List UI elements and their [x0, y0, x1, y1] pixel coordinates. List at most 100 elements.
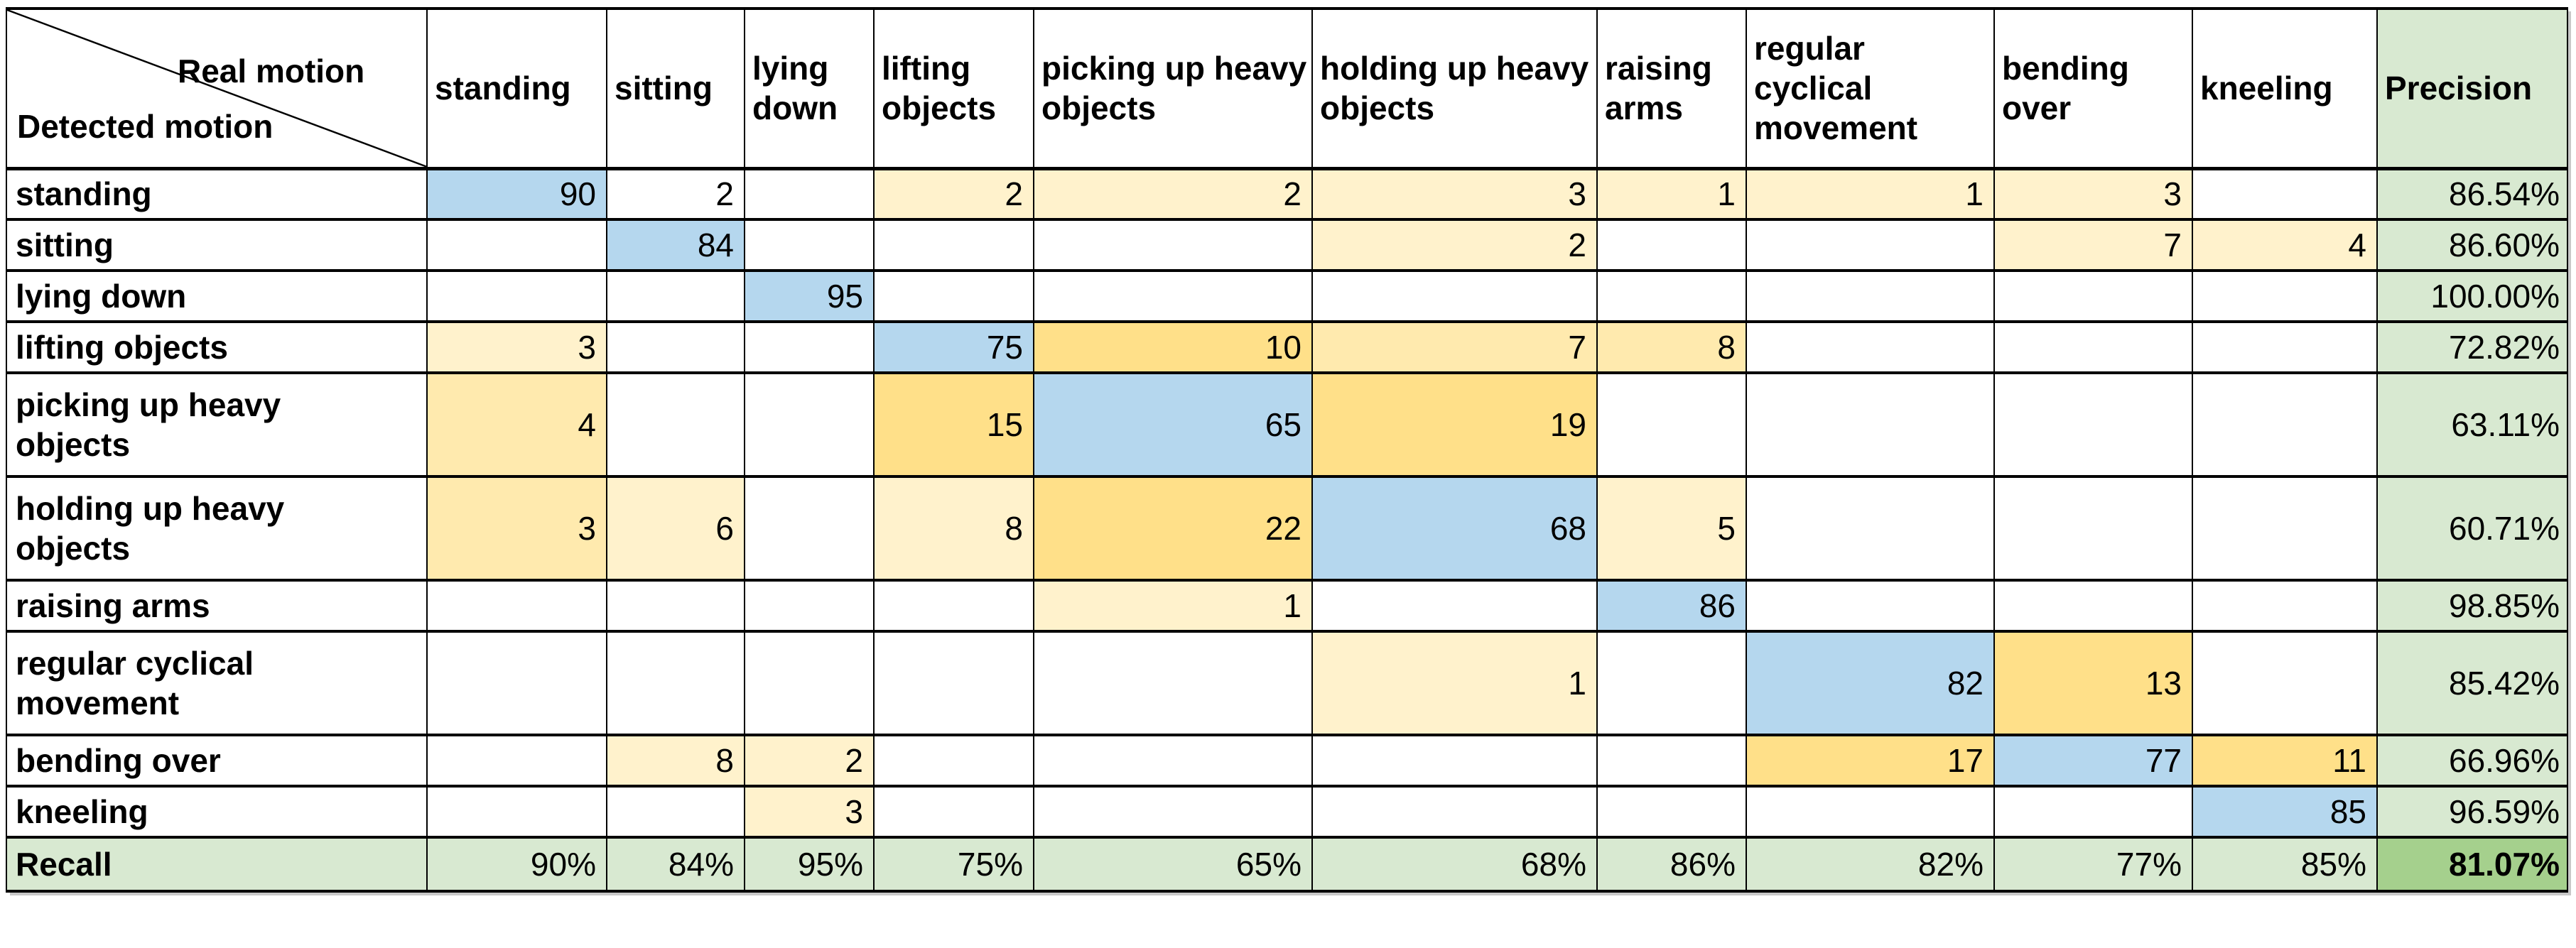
matrix-cell: 4: [426, 371, 607, 478]
matrix-cell: [1596, 218, 1747, 272]
matrix-cell: [744, 167, 875, 221]
matrix-cell: 8: [1596, 320, 1747, 374]
matrix-cell: [1033, 630, 1313, 736]
matrix-cell: 10: [1033, 320, 1313, 374]
matrix-cell: [2192, 269, 2378, 323]
matrix-cell: [426, 579, 607, 633]
column-header: sitting: [606, 7, 745, 170]
matrix-cell: 3: [1993, 167, 2193, 221]
matrix-cell: [1311, 269, 1598, 323]
matrix-cell: 7: [1311, 320, 1598, 374]
matrix-cell: 2: [1311, 218, 1598, 272]
recall-cell: 84%: [606, 836, 745, 893]
matrix-cell: 15: [873, 371, 1034, 478]
matrix-cell: [1033, 785, 1313, 839]
matrix-cell: [744, 320, 875, 374]
matrix-cell: 17: [1746, 734, 1995, 788]
matrix-cell: [606, 320, 745, 374]
matrix-cell: 3: [426, 475, 607, 582]
matrix-cell: [606, 785, 745, 839]
matrix-cell: [426, 785, 607, 839]
table-row: regular cyclical movement 1 82 13 85.42%: [6, 630, 2568, 736]
matrix-cell: 8: [873, 475, 1034, 582]
matrix-cell: [1993, 269, 2193, 323]
corner-label-detected-motion: Detected motion: [17, 108, 274, 145]
matrix-cell: [2192, 167, 2378, 221]
matrix-cell: 6: [606, 475, 745, 582]
matrix-cell: [2192, 371, 2378, 478]
matrix-cell: [744, 218, 875, 272]
row-label: standing: [6, 167, 428, 221]
table-row: sitting 84 2 7 4 86.60%: [6, 218, 2568, 272]
matrix-cell: [1993, 320, 2193, 374]
matrix-cell: [1596, 734, 1747, 788]
matrix-cell: 1: [1311, 630, 1598, 736]
recall-label: Recall: [6, 836, 428, 893]
diagonal-divider-icon: [8, 11, 424, 165]
matrix-cell: [1993, 579, 2193, 633]
column-header: bending over: [1993, 7, 2193, 170]
matrix-cell: [873, 785, 1034, 839]
precision-cell: 98.85%: [2376, 579, 2568, 633]
matrix-cell: [606, 269, 745, 323]
matrix-cell: 2: [744, 734, 875, 788]
column-header: regular cyclical movement: [1746, 7, 1995, 170]
recall-cell: 77%: [1993, 836, 2193, 893]
matrix-cell: 85: [2192, 785, 2378, 839]
precision-cell: 86.54%: [2376, 167, 2568, 221]
matrix-cell: 7: [1993, 218, 2193, 272]
recall-cell: 85%: [2192, 836, 2378, 893]
row-label: sitting: [6, 218, 428, 272]
matrix-cell: [1596, 785, 1747, 839]
recall-cell: 68%: [1311, 836, 1598, 893]
matrix-cell: [1746, 269, 1995, 323]
header-row: Real motion Detected motion standing sitt…: [6, 7, 2568, 170]
matrix-cell: 19: [1311, 371, 1598, 478]
row-label: holding up heavy objects: [6, 475, 428, 582]
precision-cell: 100.00%: [2376, 269, 2568, 323]
matrix-cell: 2: [606, 167, 745, 221]
recall-cell: 65%: [1033, 836, 1313, 893]
matrix-cell: [426, 630, 607, 736]
precision-cell: 66.96%: [2376, 734, 2568, 788]
matrix-cell: 22: [1033, 475, 1313, 582]
matrix-cell: [1993, 371, 2193, 478]
matrix-cell: [744, 475, 875, 582]
matrix-cell: [426, 269, 607, 323]
matrix-cell: [744, 371, 875, 478]
matrix-cell: 1: [1033, 579, 1313, 633]
matrix-cell: [1033, 218, 1313, 272]
recall-cell: 75%: [873, 836, 1034, 893]
matrix-cell: [2192, 579, 2378, 633]
matrix-cell: 75: [873, 320, 1034, 374]
matrix-cell: [426, 218, 607, 272]
recall-row: Recall 90% 84% 95% 75% 65% 68% 86% 82% 77% 85% 81.0…: [6, 836, 2568, 893]
matrix-cell: [1993, 785, 2193, 839]
row-label: picking up heavy objects: [6, 371, 428, 478]
matrix-cell: 1: [1746, 167, 1995, 221]
precision-header: Precision: [2376, 7, 2568, 170]
column-header: lifting objects: [873, 7, 1034, 170]
corner-cell: Real motion Detected motion: [6, 7, 428, 170]
matrix-cell: [1033, 269, 1313, 323]
table-row: lifting objects 3 75 10 7 8 72.82%: [6, 320, 2568, 374]
matrix-cell: 2: [873, 167, 1034, 221]
matrix-cell: [873, 579, 1034, 633]
matrix-cell: 86: [1596, 579, 1747, 633]
matrix-cell: [873, 734, 1034, 788]
corner-label-real-motion: Real motion: [178, 53, 365, 89]
matrix-cell: [2192, 475, 2378, 582]
row-label: kneeling: [6, 785, 428, 839]
recall-cell: 95%: [744, 836, 875, 893]
matrix-cell: 68: [1311, 475, 1598, 582]
matrix-cell: [1311, 579, 1598, 633]
precision-cell: 85.42%: [2376, 630, 2568, 736]
precision-cell: 86.60%: [2376, 218, 2568, 272]
matrix-cell: [1311, 734, 1598, 788]
table-row: bending over 8 2 17 77 11 66.96%: [6, 734, 2568, 788]
precision-cell: 60.71%: [2376, 475, 2568, 582]
matrix-cell: [1311, 785, 1598, 839]
row-label: lying down: [6, 269, 428, 323]
matrix-cell: [1033, 734, 1313, 788]
table-row: raising arms 1 86 98.85%: [6, 579, 2568, 633]
